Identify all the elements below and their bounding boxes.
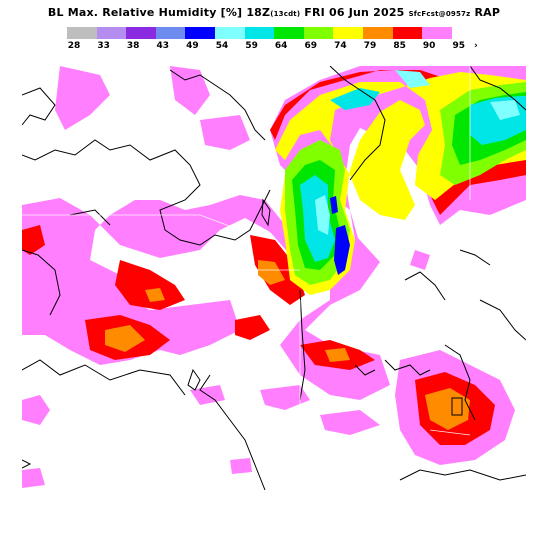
color-legend: [67, 27, 452, 39]
legend-color-box: [126, 27, 156, 39]
title-forecast: SfcFcst@0957z: [408, 10, 471, 18]
map-title: BL Max. Relative Humidity [%] 18Z(13cdt)…: [0, 6, 548, 19]
legend-color-box: [362, 27, 393, 39]
legend-label: 33: [97, 41, 110, 51]
legend-color-box: [67, 27, 97, 39]
title-model: RAP: [474, 6, 501, 19]
legend-color-box: [96, 27, 127, 39]
legend-label: 28: [67, 41, 81, 51]
title-product: BL Max. Relative Humidity: [47, 6, 217, 19]
title-local-time: (13cdt): [270, 10, 301, 18]
legend-label: 54: [215, 41, 229, 51]
legend-label: 90: [422, 41, 436, 51]
legend-color-box: [422, 27, 452, 39]
map-field: [22, 66, 526, 490]
legend-label: 85: [393, 41, 406, 51]
legend-label: 79: [363, 41, 377, 51]
legend-label: 74: [334, 41, 347, 51]
legend-label: 38: [126, 41, 140, 51]
legend-more-arrow: ›: [474, 41, 478, 51]
legend-color-box: [303, 27, 334, 39]
legend-color-box: [185, 27, 215, 39]
legend-label: 49: [186, 41, 199, 51]
legend-color-box: [214, 27, 245, 39]
legend-color-box: [155, 27, 186, 39]
humidity-orange-regions: [105, 260, 470, 430]
legend-color-box: [274, 27, 304, 39]
legend-color-box: [392, 27, 423, 39]
legend-color-box: [244, 27, 275, 39]
legend-label: 59: [245, 41, 258, 51]
legend-label: 43: [156, 41, 170, 51]
title-valid-time: 18Z: [246, 6, 271, 19]
humidity-blue-regions: [330, 196, 350, 275]
state-boundary-lines: [22, 66, 526, 490]
legend-label: 69: [304, 41, 318, 51]
title-date: FRI 06 Jun 2025: [304, 6, 405, 19]
legend-label: 95: [452, 41, 466, 51]
grid-lines: [22, 66, 471, 490]
legend-label: 64: [274, 41, 288, 51]
title-units: [%]: [220, 6, 243, 19]
legend-color-box: [333, 27, 363, 39]
humidity-light-cyan-regions: [315, 70, 520, 235]
